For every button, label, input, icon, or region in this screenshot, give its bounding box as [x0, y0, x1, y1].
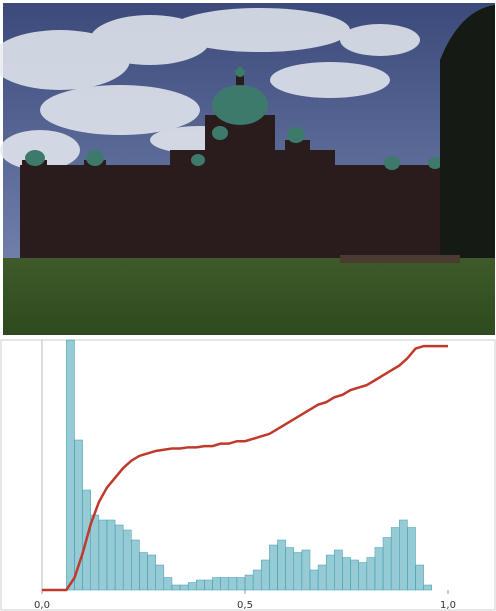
- histogram-bar: [228, 577, 238, 591]
- histogram-bar: [301, 549, 311, 591]
- histogram-bar: [196, 579, 205, 591]
- histogram-bar: [334, 549, 343, 591]
- histogram-bar: [236, 577, 246, 591]
- histogram-bar: [114, 524, 124, 591]
- histogram-bar: [155, 564, 165, 591]
- histogram-bar: [269, 544, 278, 591]
- x-tick-label: 0,0: [34, 600, 50, 611]
- histogram-bar: [293, 552, 303, 591]
- histogram-bar: [342, 557, 351, 591]
- histogram-bar: [122, 529, 132, 591]
- histogram-bar: [106, 519, 116, 591]
- histogram-bar: [309, 569, 319, 591]
- histogram-bar: [212, 577, 221, 591]
- histogram-bar: [358, 562, 368, 591]
- histogram-bar: [171, 584, 181, 591]
- x-tick-label: 1,0: [440, 600, 456, 611]
- histogram-bar: [220, 577, 230, 591]
- histogram-bar: [374, 547, 384, 591]
- histogram-bar: [252, 569, 262, 591]
- histogram-bar: [147, 554, 156, 591]
- histogram-bar: [163, 577, 173, 591]
- histogram-bar: [139, 552, 148, 591]
- histogram-bar: [131, 539, 140, 591]
- histogram-bar: [98, 519, 108, 591]
- histogram-bar: [244, 574, 254, 591]
- histogram-bar: [423, 584, 433, 591]
- histogram-bar: [317, 564, 327, 591]
- histogram-bar: [325, 554, 335, 591]
- histogram-bar: [204, 579, 213, 591]
- histogram-bar: [390, 527, 400, 591]
- histogram-bar: [260, 559, 270, 591]
- histogram-bar: [415, 564, 424, 591]
- histogram-bar: [277, 539, 286, 591]
- histogram-bar: [407, 527, 416, 591]
- histogram-bar: [285, 547, 294, 591]
- histogram-bar: [382, 537, 392, 591]
- histogram-plot: 0,0 0,5 1,0: [34, 339, 456, 611]
- x-tick-label: 0,5: [237, 600, 253, 611]
- histogram-bar: [187, 582, 197, 591]
- histogram-bar: [66, 339, 75, 591]
- cumulative-line: [42, 344, 448, 592]
- histogram-bar: [366, 557, 376, 591]
- histogram-bar: [90, 514, 100, 591]
- histogram-bar: [179, 584, 189, 591]
- photo: [0, 3, 495, 335]
- histogram-bar: [350, 559, 359, 591]
- histogram-bar: [399, 519, 408, 591]
